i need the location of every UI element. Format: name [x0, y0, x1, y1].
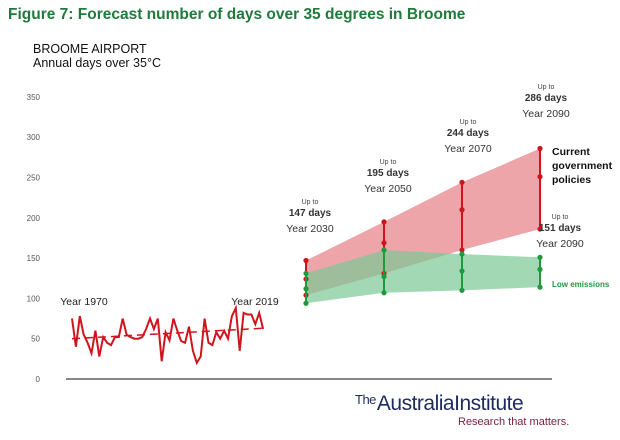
trend-line: [71, 327, 264, 340]
y-tick-label: 300: [27, 133, 41, 142]
annotation-days: 151 days: [539, 223, 582, 234]
logo-tagline: Research that matters.: [458, 416, 570, 428]
data-point: [459, 268, 465, 274]
series-label-current-policies: policies: [552, 174, 591, 186]
data-point: [303, 270, 309, 277]
figure-title: Figure 7: Forecast number of days over 3…: [8, 6, 466, 23]
series-label-current-policies: Current: [552, 146, 590, 158]
data-point: [537, 145, 543, 152]
data-point: [537, 284, 543, 290]
logo-the: The: [355, 392, 376, 407]
y-tick-label: 350: [27, 93, 41, 102]
annotation-upto: Up to: [380, 159, 397, 166]
data-point: [459, 207, 465, 213]
data-point: [381, 240, 387, 246]
annotation-days: 286 days: [525, 93, 568, 104]
series-label-current-policies: government: [552, 160, 613, 172]
data-point: [381, 290, 387, 296]
data-point: [537, 254, 543, 260]
logo-name: AustraliaInstitute: [376, 392, 524, 415]
chart-title: BROOME AIRPORT: [33, 42, 147, 56]
series-label-low-emissions: Low emissions: [552, 280, 610, 289]
annotation-year: Year 2090: [536, 238, 584, 250]
data-point: [459, 287, 465, 293]
annotation-upto: Up to: [302, 199, 319, 206]
y-tick-label: 150: [27, 254, 41, 263]
annotation-upto: Up to: [460, 119, 477, 126]
data-point: [303, 257, 309, 264]
data-point: [303, 286, 309, 292]
data-point: [303, 300, 309, 306]
data-point: [381, 219, 387, 225]
historical-line: [71, 304, 265, 366]
y-tick-label: 100: [27, 294, 41, 303]
y-tick-label: 50: [31, 335, 40, 344]
annotation-year: Year 2030: [286, 223, 334, 235]
annotation-days: 244 days: [447, 128, 490, 139]
annotation-days: 195 days: [367, 168, 410, 179]
data-point: [459, 179, 465, 185]
year-label: Year 2019: [231, 296, 279, 308]
annotation-year: Year 2050: [364, 183, 412, 195]
annotation-year: Year 2090: [522, 108, 570, 120]
data-point: [459, 247, 465, 253]
annotation-days: 147 days: [289, 208, 332, 219]
data-point: [537, 266, 543, 272]
low-emissions-band: [306, 250, 540, 304]
y-tick-label: 250: [27, 174, 41, 183]
annotation-year: Year 2070: [444, 143, 492, 155]
data-point: [459, 251, 465, 257]
y-tick-label: 0: [36, 375, 41, 384]
logo: TheAustraliaInstitute: [355, 392, 524, 416]
annotation-upto: Up to: [538, 84, 555, 91]
y-tick-label: 200: [27, 214, 41, 223]
data-point: [537, 174, 543, 180]
chart-subtitle: Annual days over 35°C: [33, 56, 161, 70]
annotation-upto: Up to: [552, 214, 569, 221]
data-point: [537, 226, 543, 232]
data-point: [381, 247, 387, 253]
year-label: Year 1970: [60, 296, 108, 308]
data-point: [381, 274, 387, 280]
